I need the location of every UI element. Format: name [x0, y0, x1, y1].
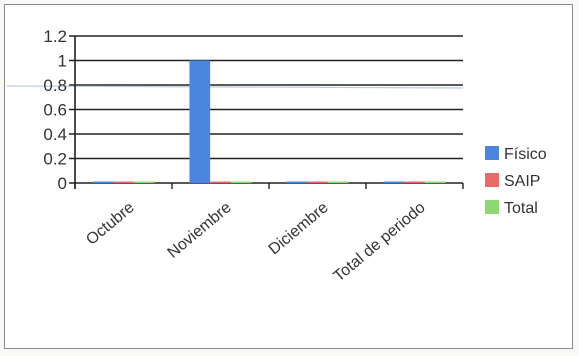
bar-total-0 [133, 181, 155, 183]
chart-frame: 0 0.2 0.4 0.6 0.8 1 1.2 Octubre Noviembre Diciem… [4, 4, 573, 349]
gridlines [6, 35, 464, 184]
bar-chart: 0 0.2 0.4 0.6 0.8 1 1.2 Octubre Noviembre Diciem… [6, 27, 547, 285]
bar-físico-1 [189, 60, 211, 183]
legend: Físico SAIP Total [485, 146, 547, 217]
y-tick-label: 1.2 [43, 27, 67, 46]
bar-saip-2 [307, 181, 328, 183]
bars [92, 60, 446, 183]
scan-artifact-line [6, 85, 464, 89]
y-tick-label: 1 [58, 52, 67, 71]
y-tick-label: 0 [58, 174, 67, 193]
y-tick-label: 0.6 [43, 101, 67, 120]
legend-label-físico: Físico [504, 146, 547, 163]
legend-swatch-saip [485, 173, 499, 187]
x-category-label: Diciembre [266, 199, 332, 258]
bar-total-1 [230, 181, 252, 183]
bar-total-2 [327, 181, 349, 183]
x-category-label: Noviembre [165, 199, 235, 262]
y-tick-label: 0.2 [43, 150, 67, 169]
y-tick-labels: 0 0.2 0.4 0.6 0.8 1 1.2 [43, 27, 67, 193]
x-category-label: Total de periodo [331, 199, 429, 285]
legend-swatch-total [485, 200, 499, 214]
bar-saip-1 [210, 181, 231, 183]
y-tick-label: 0.8 [43, 76, 67, 95]
bar-saip-0 [113, 181, 134, 183]
legend-swatch-físico [485, 146, 499, 160]
bar-físico-3 [383, 181, 405, 183]
x-category-label: Octubre [83, 199, 138, 249]
bar-físico-0 [92, 181, 114, 183]
bar-saip-3 [404, 181, 425, 183]
legend-label-total: Total [504, 200, 538, 217]
legend-label-saip: SAIP [504, 173, 540, 190]
axes [74, 36, 464, 189]
bar-total-3 [424, 181, 446, 183]
y-tick-label: 0.4 [43, 125, 67, 144]
bar-físico-2 [286, 181, 308, 183]
